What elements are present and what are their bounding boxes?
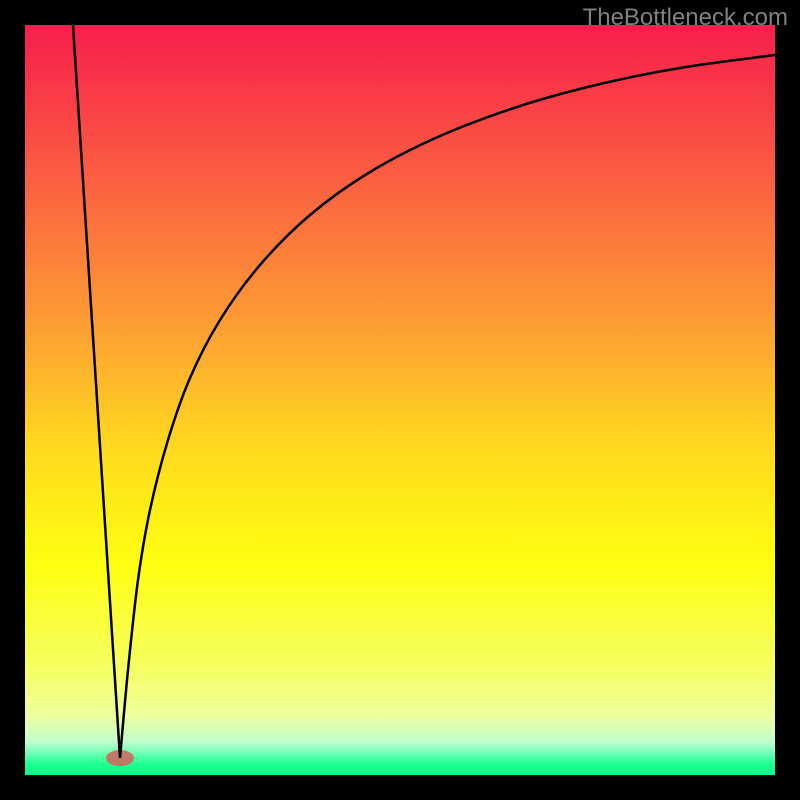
gradient-background	[25, 25, 775, 775]
watermark-text: TheBottleneck.com	[583, 4, 788, 32]
chart-container: TheBottleneck.com	[0, 0, 800, 800]
bottleneck-chart	[0, 0, 800, 800]
